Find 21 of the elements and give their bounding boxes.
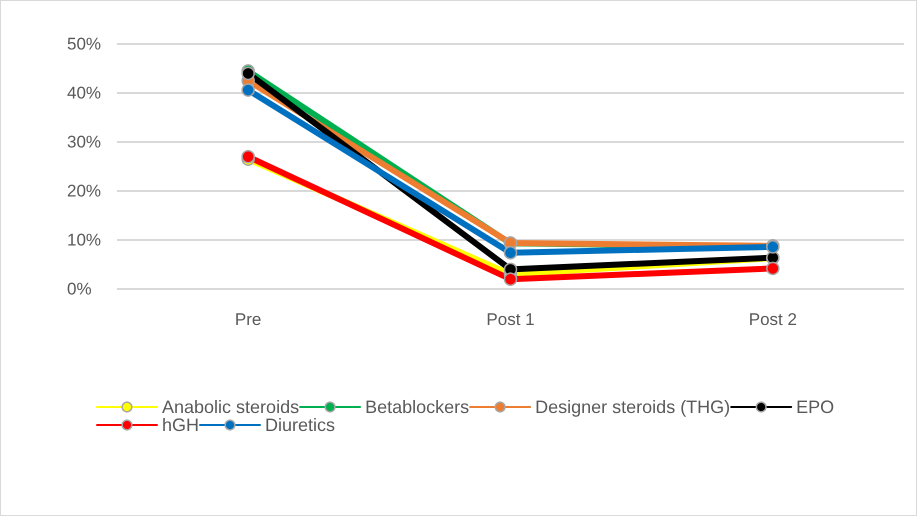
point bbox=[504, 246, 518, 260]
legend-label: EPO bbox=[796, 397, 834, 417]
point bbox=[241, 83, 255, 97]
y-tick-label: 20% bbox=[67, 182, 102, 200]
point bbox=[504, 272, 518, 286]
legend-label: Diuretics bbox=[265, 415, 336, 435]
legend-label: Anabolic steroids bbox=[162, 397, 300, 417]
y-tick-label: 50% bbox=[67, 34, 102, 54]
legend-label: Betablockers bbox=[365, 397, 470, 417]
legend-label: hGH bbox=[162, 415, 200, 435]
x-tick-label: Post 1 bbox=[486, 310, 535, 329]
point bbox=[766, 262, 780, 276]
y-tick-label: 0% bbox=[67, 280, 92, 298]
point bbox=[241, 150, 255, 164]
x-tick-label: Pre bbox=[234, 310, 262, 329]
point bbox=[241, 66, 255, 80]
y-tick-label: 40% bbox=[67, 84, 102, 102]
y-tick-label: 10% bbox=[67, 230, 102, 250]
y-tick-label: 30% bbox=[67, 132, 102, 152]
x-tick-label: Post 2 bbox=[748, 310, 797, 329]
legend-label: Designer steroids (THG) bbox=[535, 397, 730, 417]
